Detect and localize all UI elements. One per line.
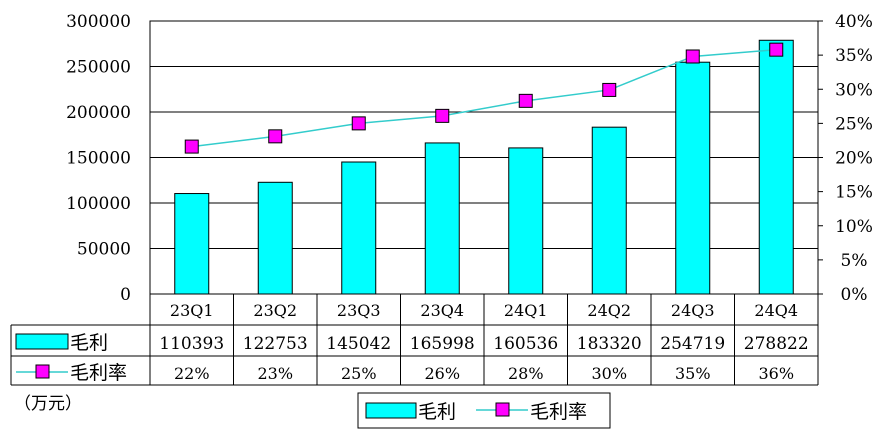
y-tick-label: 250000 [66, 58, 131, 78]
legend-label-maoli: 毛利 [418, 401, 456, 423]
marker-maolilv-24Q1[interactable] [518, 93, 533, 108]
table-cell-maoli: 145042 [326, 334, 391, 354]
y2-tick-label: 35% [835, 46, 873, 66]
y2-tick-label: 10% [835, 217, 873, 237]
table-cell-maoli: 254719 [660, 334, 725, 354]
marker-maolilv-23Q4[interactable] [435, 108, 450, 123]
marker-maolilv-24Q4[interactable] [769, 42, 784, 57]
table-cell-maoli: 160536 [493, 334, 558, 354]
table-cell-maolilv: 26% [424, 364, 460, 383]
table-key-bar [15, 333, 69, 350]
y-tick-label: 0 [120, 285, 131, 305]
bar-maoli-24Q1[interactable] [508, 147, 544, 295]
y-tick-label: 50000 [77, 240, 131, 260]
y2-tick-label: 40% [835, 12, 873, 32]
x-category-label: 23Q3 [337, 301, 381, 320]
y2-tick-label: 5% [841, 251, 868, 271]
x-category-label: 23Q2 [253, 301, 297, 320]
bar-maoli-24Q3[interactable] [675, 61, 711, 295]
table-cell-maolilv: 28% [508, 364, 544, 383]
legend-marker-maolilv [495, 402, 510, 417]
legend-swatch-maoli [365, 402, 417, 419]
x-category-label: 23Q1 [170, 301, 214, 320]
y2-tick-label: 25% [835, 114, 873, 134]
table-cell-maolilv: 36% [758, 364, 794, 383]
y2-tick-label: 30% [835, 80, 873, 100]
marker-maolilv-23Q2[interactable] [268, 129, 283, 144]
y-tick-label: 300000 [66, 12, 131, 32]
marker-maolilv-23Q1[interactable] [184, 139, 199, 154]
bar-maoli-23Q1[interactable] [174, 193, 210, 295]
table-cell-maolilv: 35% [675, 364, 711, 383]
y-tick-label: 100000 [66, 194, 131, 214]
x-category-label: 24Q1 [504, 301, 548, 320]
line-maolilv [191, 48, 777, 148]
table-cell-maoli: 122753 [243, 334, 308, 354]
x-category-label: 24Q3 [671, 301, 715, 320]
table-cell-maolilv: 23% [257, 364, 293, 383]
table-cell-maolilv: 22% [174, 364, 210, 383]
bar-maoli-24Q2[interactable] [591, 126, 627, 295]
table-cell-maoli: 278822 [744, 334, 809, 354]
bar-maoli-24Q4[interactable] [758, 39, 794, 295]
x-category-label: 24Q2 [587, 301, 631, 320]
marker-maolilv-24Q3[interactable] [685, 49, 700, 64]
table-key-marker [35, 364, 50, 379]
marker-maolilv-23Q3[interactable] [351, 116, 366, 131]
table-cell-maoli: 110393 [159, 334, 224, 354]
bar-maoli-23Q4[interactable] [424, 142, 460, 295]
table-row-label: 毛利 [70, 332, 108, 354]
table-cell-maoli: 183320 [577, 334, 642, 354]
bar-maoli-23Q3[interactable] [341, 161, 377, 295]
bar-maoli-23Q2[interactable] [257, 181, 293, 295]
table-row-label: 毛利率 [70, 362, 127, 384]
table-cell-maolilv: 30% [591, 364, 627, 383]
marker-maolilv-24Q2[interactable] [602, 82, 617, 97]
y-tick-label: 200000 [66, 103, 131, 123]
x-category-label: 23Q4 [420, 301, 464, 320]
unit-label: （万元） [14, 394, 82, 414]
x-category-label: 24Q4 [754, 301, 798, 320]
table-cell-maolilv: 25% [341, 364, 377, 383]
legend-label-maolilv: 毛利率 [530, 401, 587, 423]
y-tick-label: 150000 [66, 149, 131, 169]
y2-tick-label: 20% [835, 149, 873, 169]
table-cell-maoli: 165998 [410, 334, 475, 354]
y2-tick-label: 0% [841, 285, 868, 305]
y2-tick-label: 15% [835, 183, 873, 203]
